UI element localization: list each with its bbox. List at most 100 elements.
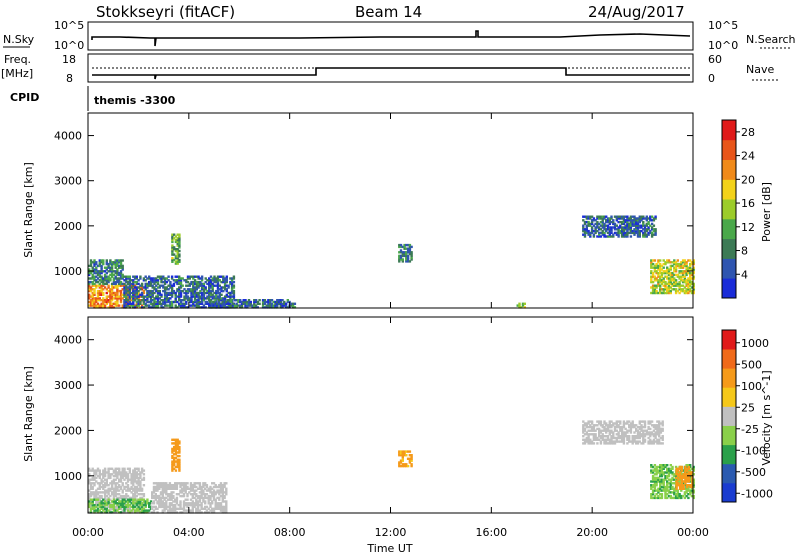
- power-cell: [674, 284, 678, 287]
- power-cell: [89, 264, 93, 268]
- velocity-cell: [116, 505, 119, 509]
- velocity-cell: [191, 494, 194, 498]
- velocity-cell: [619, 436, 622, 440]
- velocity-cell: [179, 502, 182, 505]
- velocity-cell: [398, 464, 401, 468]
- velocity-cell: [196, 500, 200, 503]
- velocity-cell: [683, 487, 687, 490]
- power-cell: [188, 282, 191, 286]
- velocity-cell: [626, 442, 629, 445]
- velocity-cell: [214, 484, 217, 487]
- velocity-cell: [651, 474, 655, 478]
- velocity-cell: [633, 438, 636, 441]
- power-cell: [624, 226, 627, 229]
- power-cell: [197, 295, 200, 298]
- power-cell: [188, 299, 191, 302]
- velocity-cell: [175, 493, 179, 496]
- power-cell: [110, 297, 114, 300]
- power-cell: [408, 247, 412, 250]
- power-cell: [610, 235, 613, 238]
- power-cell: [218, 293, 221, 296]
- power-cell: [603, 224, 606, 227]
- power-cell: [197, 299, 200, 302]
- velocity-colorbar-swatch: [722, 482, 736, 503]
- power-cell: [249, 304, 252, 307]
- power-cell: [283, 302, 286, 305]
- velocity-cell: [116, 502, 119, 505]
- power-cell: [119, 266, 123, 269]
- velocity-cell: [121, 509, 124, 512]
- velocity-cell: [677, 478, 680, 481]
- velocity-cell: [148, 509, 151, 512]
- power-cell: [178, 302, 181, 305]
- power-cell: [270, 306, 274, 309]
- velocity-cell: [103, 494, 107, 498]
- power-cell: [130, 284, 133, 287]
- velocity-cell: [605, 435, 608, 438]
- velocity-cell: [168, 509, 172, 512]
- velocity-cell: [585, 440, 588, 443]
- velocity-cell: [594, 438, 597, 441]
- power-cell: [192, 288, 195, 291]
- power-cell: [162, 280, 165, 284]
- power-cell: [689, 271, 692, 275]
- power-cell: [692, 262, 695, 266]
- power-cell: [603, 222, 606, 226]
- power-cell: [596, 226, 599, 229]
- power-cell: [666, 259, 669, 262]
- velocity-cell: [592, 433, 596, 436]
- power-cell: [615, 228, 618, 231]
- power-cell: [676, 262, 679, 266]
- velocity-cell: [174, 449, 178, 452]
- velocity-cell: [629, 440, 633, 443]
- velocity-cell: [126, 505, 130, 509]
- velocity-cell: [633, 425, 636, 429]
- velocity-cell: [109, 482, 112, 485]
- velocity-cell: [587, 420, 590, 423]
- velocity-cell: [95, 502, 98, 505]
- velocity-cell: [666, 489, 669, 492]
- power-cell: [105, 297, 108, 300]
- velocity-cell: [685, 489, 688, 492]
- power-cell: [596, 235, 599, 238]
- power-cell: [215, 291, 218, 295]
- velocity-cell: [658, 438, 661, 441]
- power-cell: [199, 297, 202, 300]
- velocity-cell: [684, 467, 687, 470]
- velocity-cell: [667, 467, 671, 470]
- velocity-cell: [599, 424, 603, 427]
- velocity-cell: [653, 496, 657, 500]
- velocity-cell: [170, 498, 173, 501]
- power-cell: [678, 286, 681, 289]
- velocity-cell: [112, 493, 116, 496]
- velocity-cell: [161, 505, 164, 509]
- power-cell: [619, 231, 622, 235]
- velocity-cell: [654, 431, 657, 434]
- power-cell: [622, 219, 626, 222]
- velocity-cell: [660, 489, 664, 492]
- velocity-cell: [662, 464, 665, 467]
- power-cell: [176, 244, 179, 247]
- velocity-cell: [116, 503, 119, 507]
- power-cell: [667, 280, 671, 284]
- power-cell: [102, 293, 105, 296]
- velocity-cell: [103, 473, 107, 476]
- power-cell: [142, 297, 146, 300]
- velocity-cell: [91, 487, 94, 490]
- power-cell: [620, 217, 624, 220]
- velocity-cell: [107, 487, 110, 490]
- power-cell: [162, 289, 165, 293]
- velocity-cell: [678, 476, 682, 480]
- power-cell: [119, 277, 123, 280]
- power-cell: [247, 300, 251, 304]
- power-cell: [267, 306, 270, 309]
- power-cell: [195, 304, 198, 307]
- power-cell: [235, 306, 238, 309]
- velocity-cell: [615, 438, 618, 441]
- power-cell: [102, 261, 105, 264]
- power-cell: [128, 277, 131, 280]
- power-cell: [636, 235, 640, 238]
- velocity-cell: [225, 502, 228, 505]
- velocity-cell: [636, 431, 640, 434]
- power-cell: [650, 261, 653, 264]
